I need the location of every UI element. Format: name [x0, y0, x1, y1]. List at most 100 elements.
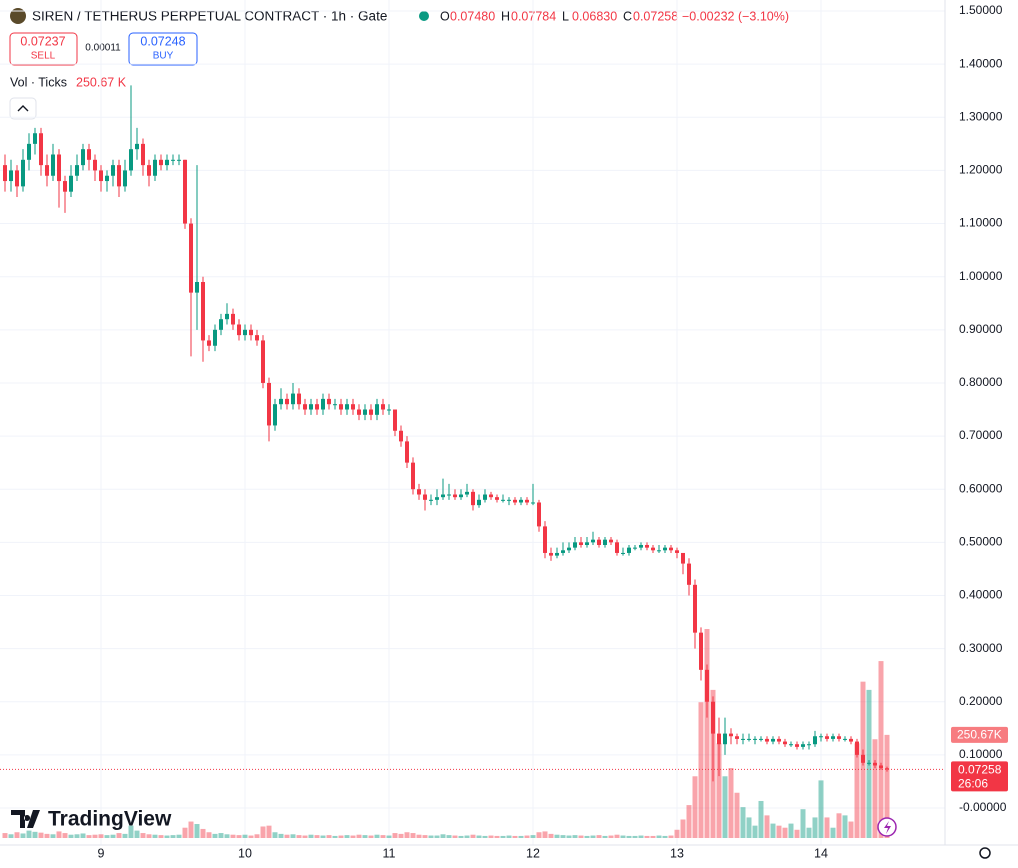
sell-label[interactable]: SELL [31, 51, 56, 62]
volume-bar [614, 834, 620, 838]
volume-bar [170, 835, 176, 838]
volume-bar [746, 817, 752, 838]
volume-bar [176, 834, 182, 838]
volume-bar [512, 835, 518, 838]
candle-body [771, 738, 775, 742]
candle-body [339, 404, 343, 410]
volume-bar [560, 835, 566, 838]
candle-body [801, 744, 805, 747]
ohlc-label: L [562, 9, 569, 23]
volume-bar [350, 835, 356, 838]
volume-bar [656, 835, 662, 838]
candle-body [579, 542, 583, 545]
volume-bar [248, 835, 254, 838]
candle-body [183, 159, 187, 224]
candle-body [723, 733, 727, 745]
ohlc-value: 0.07480 [450, 9, 495, 23]
sell-button[interactable] [9, 32, 78, 66]
ohlc-label: C [623, 9, 632, 23]
candle-body [231, 313, 235, 325]
buy-label[interactable]: BUY [153, 51, 174, 62]
candle-body [465, 491, 469, 495]
candle-body [267, 382, 271, 426]
candle-body [99, 170, 103, 182]
collapse-button[interactable] [9, 97, 37, 120]
volume-bar [872, 739, 878, 838]
x-tick-label: 10 [238, 846, 252, 860]
candle-body [789, 744, 793, 746]
candle-body [39, 133, 43, 166]
volume-bar [494, 835, 500, 838]
candle-body [93, 159, 97, 171]
volume-bar [716, 743, 722, 838]
volume-bar [578, 835, 584, 838]
candle-body [237, 324, 241, 336]
candle-body [567, 547, 571, 551]
candle-body [531, 502, 535, 504]
volume-bar [632, 835, 638, 838]
ohlc-label: O [440, 9, 450, 23]
volume-bar [8, 834, 14, 838]
volume-bar [38, 832, 44, 838]
volume-bar [20, 833, 26, 838]
candle-body [687, 563, 691, 585]
candle-body [195, 282, 199, 293]
volume-bar [446, 835, 452, 838]
volume-bar [152, 834, 158, 838]
ohlc-value: 0.07258 [633, 9, 678, 23]
volume-bar [794, 829, 800, 838]
candle-body [207, 340, 211, 346]
ohlc-value: 0.06830 [572, 9, 617, 23]
volume-bar [524, 835, 530, 838]
candle-body [249, 329, 253, 336]
volume-bar [206, 832, 212, 838]
candle-body [555, 552, 559, 556]
candle-body [843, 738, 847, 740]
buy-button[interactable] [128, 32, 198, 66]
x-tick-label: 11 [383, 846, 396, 860]
volume-bar [830, 827, 836, 838]
candle-body [855, 741, 859, 755]
volume-bar [722, 776, 728, 838]
candle-body [657, 550, 661, 552]
y-tick-label: 0.80000 [959, 375, 1003, 389]
candle-body [3, 165, 7, 182]
symbol-title: SIREN / TETHERUS PERPETUAL CONTRACT · 1h… [32, 9, 387, 24]
ohlc-value: 0.07784 [511, 9, 556, 23]
volume-bar [776, 825, 782, 838]
candle-body [255, 335, 259, 341]
brand-logo [11, 810, 40, 828]
volume-bar [230, 834, 236, 838]
candle-body [327, 398, 331, 405]
candle-body [279, 398, 283, 405]
sell-price[interactable]: 0.07237 [20, 34, 65, 48]
candle-body [369, 409, 373, 415]
collapse-icon[interactable] [17, 105, 29, 112]
volume-bar [620, 835, 626, 838]
x-tick-label: 14 [814, 846, 828, 860]
candle-body [423, 494, 427, 500]
candle-body [597, 539, 601, 545]
candle-body [303, 404, 307, 410]
y-tick-label: 0.90000 [959, 322, 1003, 336]
volume-bar [344, 835, 350, 838]
volume-tag: 250.67K [957, 728, 1002, 742]
candle-body [495, 497, 499, 500]
candle-body [681, 552, 685, 564]
candle-body [21, 159, 25, 187]
candle-body [741, 738, 745, 740]
price-change: −0.00232 (−3.10%) [682, 9, 789, 23]
volume-bar [212, 833, 218, 838]
candle-body [873, 762, 877, 766]
candle-body [663, 547, 667, 551]
volume-bar [14, 832, 20, 838]
volume-bar [674, 829, 680, 838]
volume-bar [302, 835, 308, 838]
volume-bar [884, 734, 890, 838]
volume-bar [470, 834, 476, 838]
candle-body [627, 547, 631, 553]
plot [0, 0, 945, 845]
volume-bar [824, 817, 830, 838]
candle-body [357, 409, 361, 415]
buy-price[interactable]: 0.07248 [140, 34, 185, 48]
